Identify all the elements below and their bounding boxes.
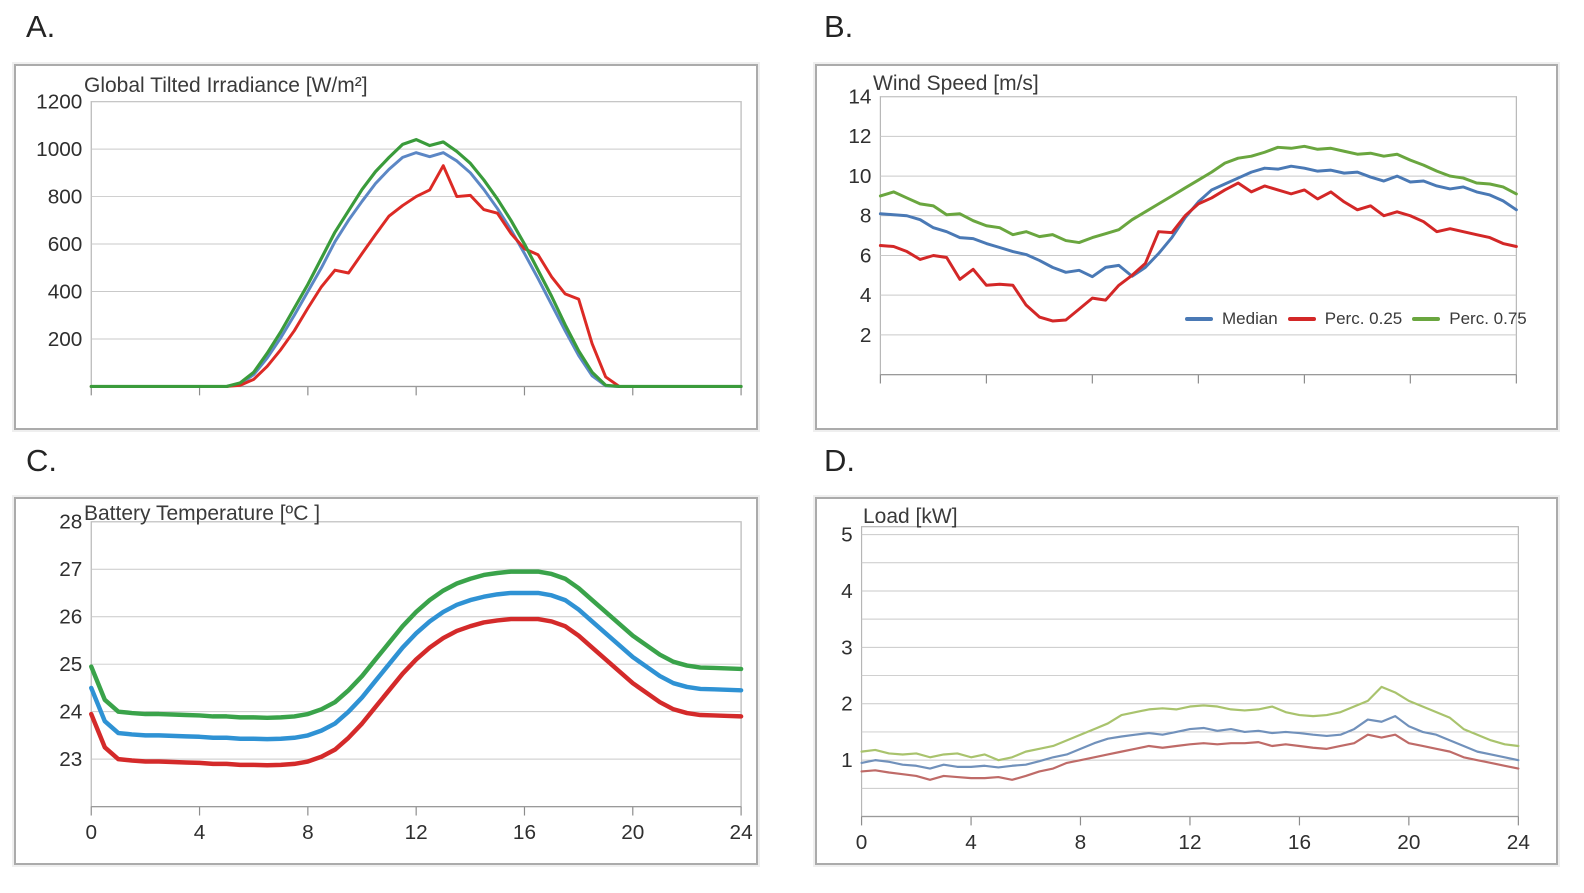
chart-d-title: Load [kW] [863,505,958,528]
panel-b-label: B. [824,9,854,44]
series-median [878,164,1518,279]
chart-b-plot: 2 4 6 8 10 12 14 [848,86,1518,384]
x-tick-label: 16 [513,821,536,844]
y-tick-label: 24 [59,701,82,724]
perc-025-line-swatch-icon [1287,317,1316,321]
chart-a-title: Global Tilted Irradiance [W/m²] [84,74,368,97]
y-tick-label: 600 [48,233,83,256]
chart-b-title: Wind Speed [m/s] [873,72,1039,95]
legend-item-perc-075: Perc. 0.75 [1412,309,1527,329]
x-tick-label: 12 [1178,831,1201,854]
chart-a-plot: 200 400 600 800 1000 1200 [36,91,743,396]
y-tick-label: 10 [848,165,871,188]
y-tick-label: 1200 [36,91,82,114]
y-tick-label: 200 [48,328,83,351]
series-median [89,590,744,742]
x-tick-label: 0 [85,821,97,844]
y-tick-label: 1000 [36,138,82,161]
y-tick-label: 26 [59,606,82,629]
y-tick-label: 2 [860,324,872,347]
y-tick-label: 4 [860,284,872,307]
y-tick-label: 23 [59,748,82,771]
y-tick-label: 5 [841,524,853,547]
y-tick-label: 28 [59,511,82,534]
x-tick-label: 4 [965,831,977,854]
x-tick-label: 8 [302,821,314,844]
x-tick-label: 16 [1288,831,1311,854]
series-perc-0-75 [878,144,1518,245]
x-tick-label: 8 [1075,831,1087,854]
legend-item-median: Median [1185,309,1278,329]
chart-c-plot: 23 24 25 26 27 28 0 4 8 12 16 20 24 [59,511,753,845]
y-tick-label: 3 [841,636,853,659]
panel-a-label: A. [26,9,56,44]
x-tick-label: 20 [1397,831,1420,854]
panel-c-chart-frame: Battery Temperature [ºC ] 23 24 25 26 27 28 0 4… [14,497,758,865]
perc-075-line-swatch-icon [1412,317,1441,321]
x-tick-label: 20 [621,821,644,844]
panel-b-chart-frame: Wind Speed [m/s] 2 4 6 8 10 12 14 Median Perc.… [815,64,1558,430]
panel-d-label: D. [824,443,855,478]
series-perc-0-25 [89,616,744,768]
y-tick-label: 27 [59,558,82,581]
series-median [860,715,1520,770]
y-tick-label: 6 [860,244,872,267]
legend: Median Perc. 0.25 Perc. 0.75 [1185,309,1537,329]
series-perc-0-25 [860,733,1520,781]
median-line-swatch-icon [1185,317,1213,321]
series-perc-0-25 [878,181,1518,323]
x-tick-label: 4 [194,821,206,844]
panel-a-chart-frame: Global Tilted Irradiance [W/m²] 200 400 60… [14,64,758,430]
x-tick-label: 12 [405,821,428,844]
y-tick-label: 14 [848,86,871,109]
series-perc-0-75 [860,685,1520,762]
x-tick-label: 24 [730,821,753,844]
y-tick-label: 12 [848,125,871,148]
series-perc-0-75 [89,138,743,389]
panel-d-chart-frame: Load [kW] 1 2 3 4 5 0 4 8 12 16 20 24 [815,497,1558,865]
x-tick-label: 0 [856,831,868,854]
legend-item-perc-025: Perc. 0.25 [1287,309,1403,329]
y-tick-label: 400 [48,280,83,303]
y-tick-label: 1 [841,749,853,772]
y-tick-label: 8 [860,205,872,228]
y-tick-label: 2 [841,693,853,716]
panel-c-label: C. [26,443,57,478]
chart-c-title: Battery Temperature [ºC ] [84,502,321,525]
legend-label-perc-025: Perc. 0.25 [1324,309,1403,328]
series-perc-0-75 [89,569,744,721]
legend-label-perc-075: Perc. 0.75 [1449,309,1527,328]
plot-area [879,96,1517,376]
legend-label-median: Median [1222,309,1278,328]
y-tick-label: 4 [841,580,853,603]
y-tick-label: 25 [59,653,82,676]
plot-area [860,526,1519,818]
y-tick-label: 800 [48,185,83,208]
x-tick-label: 24 [1507,831,1530,854]
